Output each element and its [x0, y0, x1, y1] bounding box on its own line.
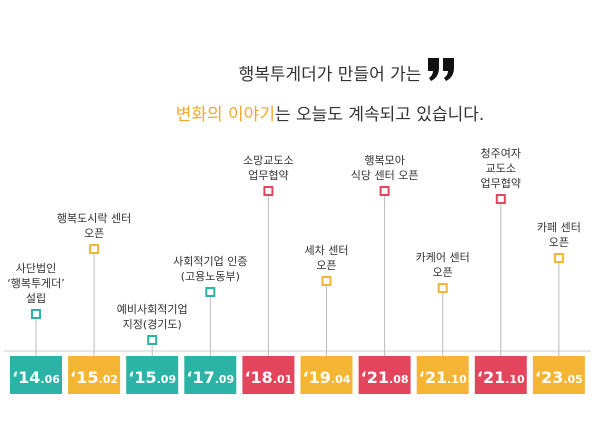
date-year: ‘17 [186, 368, 214, 387]
date-box [300, 356, 353, 394]
header-line2: 변화의 이야기는 오늘도 계속되고 있습니다. [176, 105, 485, 125]
quote-mark [428, 58, 454, 81]
date-box [416, 356, 469, 394]
milestone-label: 사단법인 [16, 262, 56, 275]
milestone-label: 교도소 [486, 162, 516, 175]
milestone-label: 카페 센터 [537, 221, 581, 234]
milestone-label: 오픈 [433, 266, 453, 279]
marker [553, 253, 564, 263]
marker [263, 186, 274, 196]
date-box [184, 356, 237, 394]
milestone-label: 지정(경기도) [123, 318, 182, 331]
milestone-label: 업무협약 [481, 176, 521, 190]
date-box [68, 356, 121, 394]
header-line1: 행복투게더가 만들어 가는 [239, 65, 422, 85]
milestone-label: 청주여자 [481, 147, 521, 160]
milestone-label: ‘행복투게더’ [7, 277, 65, 290]
marker [379, 186, 390, 196]
milestone-label: 소망교도소 [243, 154, 294, 167]
date-month: .04 [331, 373, 351, 386]
date: ‘19.04 [303, 368, 351, 387]
date: ‘23.05 [535, 368, 583, 387]
marker [31, 309, 41, 319]
date: ‘15.02 [70, 368, 118, 387]
date-box [126, 356, 179, 394]
date: ‘21.08 [361, 368, 409, 387]
date-box [358, 356, 411, 394]
date-year: ‘21 [419, 368, 447, 387]
date-month: .10 [447, 373, 467, 386]
date-year: ‘21 [361, 368, 389, 387]
milestone-label: 오픈 [84, 227, 104, 240]
date-year: ‘21 [477, 368, 505, 387]
date-month: .01 [273, 373, 293, 386]
milestone-label: 식당 센터 오픈 [351, 169, 419, 182]
header-highlight: 변화의 이야기 [176, 105, 275, 125]
date-year: ‘15 [70, 368, 98, 387]
milestone-label: 행복모아 [364, 154, 404, 167]
milestone-label: 카케어 센터 [416, 251, 470, 264]
marker [89, 244, 100, 254]
milestone-label: 사회적기업 인증 [173, 255, 247, 268]
milestone-label: 오픈 [316, 259, 336, 272]
date-box [242, 356, 295, 394]
date-box [474, 356, 527, 394]
date-month: .09 [157, 373, 177, 386]
date-year: ‘14 [12, 368, 40, 387]
date-month: .02 [99, 373, 119, 386]
date-year: ‘18 [244, 368, 272, 387]
milestone-label: 행복도시락 센터 [57, 212, 131, 225]
milestone-label: 예비사회적기업 [117, 303, 188, 316]
milestone-label: (고용노동부) [181, 270, 240, 283]
date-box [532, 356, 585, 394]
marker [495, 194, 506, 204]
date-box [10, 356, 62, 394]
date-month: .05 [563, 373, 583, 386]
marker [147, 335, 158, 345]
marker [437, 283, 448, 293]
date-month: .10 [505, 373, 525, 386]
milestone-label: 오픈 [549, 236, 569, 249]
milestone-label: 세차 센터 [305, 244, 349, 257]
date-year: ‘19 [303, 368, 331, 387]
date-month: .09 [215, 373, 235, 386]
date: ‘14.06 [12, 368, 60, 387]
header-rest: 는 오늘도 계속되고 있습니다. [275, 105, 484, 125]
date: ‘18.01 [244, 368, 292, 387]
date-year: ‘15 [128, 368, 156, 387]
milestone-label: 업무협약 [248, 168, 288, 182]
date-year: ‘23 [535, 368, 563, 387]
date: ‘15.09 [128, 368, 176, 387]
milestone-label: 설립 [26, 292, 46, 305]
date-month: .06 [40, 373, 60, 386]
date: ‘21.10 [419, 368, 467, 387]
date: ‘21.10 [477, 368, 525, 387]
marker [205, 287, 216, 297]
date: ‘17.09 [186, 368, 234, 387]
date-month: .08 [389, 373, 409, 386]
marker [321, 276, 332, 286]
